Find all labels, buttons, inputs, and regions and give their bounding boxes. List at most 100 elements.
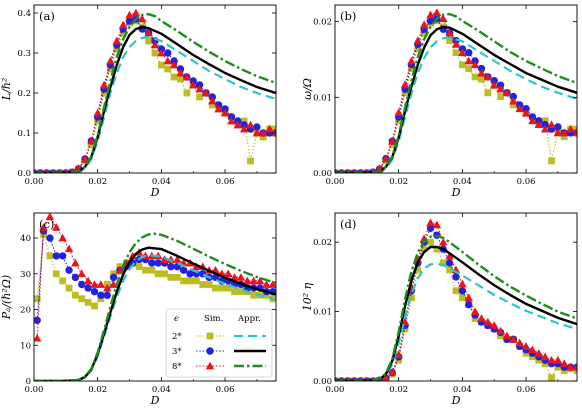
- point-eps8: [470, 307, 480, 315]
- point-eps2: [84, 298, 92, 306]
- legend-row-label: 3*: [172, 347, 182, 357]
- y-tick-label: 0.01: [313, 308, 332, 318]
- point-eps8: [560, 359, 569, 368]
- appr-curve-appr8: [335, 12, 577, 173]
- point-eps2: [458, 61, 466, 69]
- point-eps2: [439, 259, 447, 267]
- y-tick-label: 0.2: [17, 89, 31, 99]
- point-eps8: [413, 36, 423, 44]
- point-eps2: [177, 75, 184, 83]
- point-eps2: [94, 117, 102, 125]
- x-tick-label: 0.02: [88, 177, 107, 187]
- x-tick-label: 0.06: [216, 385, 235, 395]
- point-eps8: [400, 317, 410, 326]
- point-eps2: [164, 65, 172, 73]
- point-eps3: [522, 104, 530, 113]
- point-eps2: [478, 75, 485, 83]
- point-eps8: [102, 283, 112, 292]
- point-eps8: [470, 60, 480, 69]
- point-eps8: [528, 116, 537, 125]
- panel-c: 0.00 0.02 0.04 0.06 0 10 20 30 40 D Pₐ/(ℏ²Ω) (c): [0, 212, 277, 407]
- point-eps2: [231, 288, 239, 296]
- legend-marker-eps2: [206, 332, 214, 340]
- point-eps8: [208, 96, 217, 105]
- point-eps3: [167, 262, 175, 271]
- appr-curve-appr8: [34, 12, 276, 173]
- y-axis-label: 10² η: [301, 282, 314, 311]
- sim-line-eps8: [34, 12, 276, 173]
- plot-area: [34, 8, 276, 173]
- point-eps8: [230, 273, 239, 281]
- point-eps8: [233, 120, 243, 129]
- point-eps2: [573, 125, 577, 133]
- x-tick-label: 0.02: [389, 177, 408, 187]
- x-tick-label: 0.06: [517, 177, 536, 187]
- point-eps3: [52, 252, 60, 260]
- point-eps8: [553, 355, 563, 364]
- y-tick-label: 0.3: [17, 49, 31, 59]
- point-eps8: [458, 279, 467, 288]
- point-eps8: [188, 80, 198, 89]
- y-tick-label: 0.1: [17, 129, 31, 139]
- point-eps8: [477, 314, 486, 322]
- point-eps2: [427, 238, 434, 246]
- point-eps3: [445, 259, 454, 267]
- point-eps2: [199, 281, 207, 288]
- point-eps2: [259, 133, 267, 141]
- legend-header-eps: ϵ: [174, 314, 179, 324]
- point-eps8: [547, 120, 556, 128]
- point-eps8: [439, 237, 448, 246]
- point-eps2: [452, 49, 460, 57]
- point-eps2: [151, 49, 159, 57]
- point-eps2: [208, 101, 216, 109]
- point-eps8: [45, 213, 55, 220]
- point-eps8: [223, 269, 233, 278]
- axes-frame: [33, 4, 277, 174]
- point-eps2: [433, 245, 441, 253]
- point-eps8: [77, 269, 87, 278]
- point-eps8: [477, 68, 486, 77]
- point-eps8: [106, 56, 115, 65]
- point-eps8: [115, 265, 125, 274]
- point-eps3: [103, 291, 111, 299]
- point-eps2: [573, 367, 577, 374]
- y-axis-label: Pₐ/(ℏ²Ω): [0, 275, 13, 320]
- point-eps8: [125, 10, 134, 19]
- point-eps8: [489, 321, 499, 329]
- point-eps2: [212, 284, 219, 292]
- point-eps2: [414, 45, 422, 53]
- point-eps8: [534, 120, 544, 128]
- point-eps8: [144, 28, 153, 37]
- point-eps8: [157, 48, 166, 57]
- point-eps2: [548, 374, 555, 381]
- point-eps3: [65, 266, 73, 274]
- x-tick-label: 0.06: [517, 385, 536, 395]
- point-eps2: [91, 302, 98, 310]
- x-tick-label: 0.00: [326, 177, 345, 187]
- appr-curve-appr3: [335, 25, 577, 173]
- point-eps8: [64, 244, 74, 253]
- point-eps8: [572, 128, 577, 137]
- point-eps2: [272, 125, 276, 133]
- point-eps2: [52, 270, 60, 278]
- panel-b: 0.00 0.02 0.04 0.06 0.00 0.01 0.02 Dω/Ω (b): [301, 4, 578, 199]
- point-eps8: [99, 80, 109, 89]
- point-eps8: [566, 124, 575, 133]
- point-eps2: [145, 37, 153, 45]
- appr-curve-appr8: [34, 232, 276, 381]
- point-eps8: [112, 36, 122, 45]
- point-eps2: [509, 101, 517, 109]
- point-eps3: [154, 259, 162, 267]
- point-eps2: [65, 284, 73, 292]
- point-eps2: [167, 273, 175, 281]
- point-eps8: [445, 251, 454, 260]
- point-eps2: [420, 245, 428, 253]
- point-eps2: [414, 266, 422, 274]
- point-eps8: [169, 60, 179, 69]
- point-eps8: [138, 14, 147, 23]
- point-eps3: [465, 300, 473, 309]
- point-eps3: [554, 123, 562, 131]
- point-eps8: [528, 345, 537, 354]
- point-eps8: [432, 220, 442, 229]
- point-eps8: [255, 276, 265, 285]
